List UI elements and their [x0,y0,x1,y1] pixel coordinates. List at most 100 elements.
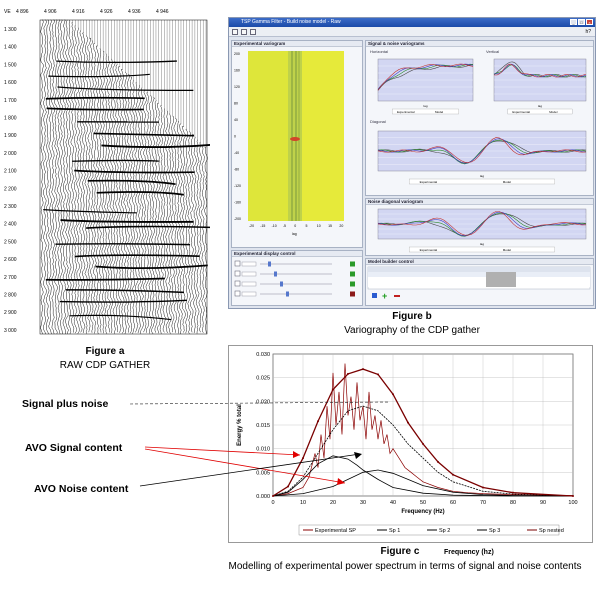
x-tick-label: 0 [271,500,274,506]
mini-series-line [377,63,474,90]
y-tick-label: 0.000 [256,494,270,500]
mini-legend-experimental: Experimental [420,180,438,184]
seismic-trace [109,58,114,334]
display-color-swatch[interactable] [350,281,355,287]
heatmap-y-tick: 0 [234,135,236,139]
mini-series-line [377,137,587,163]
mini-x-label: lag [538,104,542,108]
experimental-variogram-panel: Experimental variogram 200 160 120 80 40 0 -40… [231,40,363,248]
add-model-icon[interactable]: + [382,291,387,301]
horizontal-title: Horizontal [370,49,389,54]
seismic-trace [181,126,186,333]
time-label: 2 000 [4,151,17,157]
reflector-event [101,143,210,149]
signal-noise-plots: Experimental Model lag Experimental Model la… [377,58,587,185]
seismic-trace [93,43,97,334]
display-color-swatch[interactable] [350,261,355,267]
seismic-trace [112,61,117,334]
seismic-trace [179,123,183,335]
model-builder-table: + [367,266,591,301]
help-icon[interactable]: h? [585,28,591,35]
legend-entry: Sp 3 [489,528,500,534]
seismic-trace [195,139,200,334]
display-color-swatch[interactable] [350,291,355,297]
legend-entry: Experimental SP [315,528,356,534]
display-checkbox[interactable] [234,270,241,277]
seismic-trace [145,92,150,333]
display-checkbox[interactable] [234,260,241,267]
seismic-trace [192,136,197,334]
model-table-row-1[interactable] [368,272,590,277]
display-slider-thumb[interactable] [274,271,277,277]
mini-legend-model: Model [503,248,512,252]
display-field[interactable] [241,271,257,277]
sp-nested-marker [407,421,409,424]
display-field[interactable] [241,281,257,287]
display-field[interactable] [241,261,257,267]
seismic-trace [98,48,103,333]
display-checkbox[interactable] [234,280,241,287]
reflector-event [46,107,144,111]
reflector-event [96,191,184,196]
figure-a: VE 4 896 4 906 4 916 4 926 4 936 4 946 1 300 1… [0,0,210,375]
seismic-trace [56,19,61,335]
cdp-label: 4 906 [44,9,57,15]
display-field[interactable] [241,291,257,297]
seismic-trace [62,19,67,335]
mini-x-label: lag [480,174,484,178]
sp-nested-marker [422,442,424,445]
display-slider-thumb[interactable] [268,261,271,267]
figure-b-caption-sub: Variography of the CDP gather [344,325,480,336]
header-prefix: VE [4,9,11,15]
time-label: 1 500 [4,62,17,68]
remove-model-icon[interactable] [394,295,400,297]
heatmap-band-centre [288,51,302,221]
seismic-trace [173,118,178,333]
heatmap-y-tick: -120 [234,184,241,188]
mini-legend-experimental: Experimental [512,110,530,114]
minimize-button[interactable]: _ [570,19,577,25]
display-checkbox[interactable] [234,290,241,297]
avo-signal-label: AVO Signal content [25,442,123,454]
display-control-title: Experimental display control [232,251,362,257]
sp-nested-marker [452,473,454,476]
heatmap-y-tick: -160 [234,201,241,205]
save-icon[interactable] [241,28,247,35]
window-title: TSP Gamma Filter - Build noise model - R… [241,19,341,25]
seismic-trace [101,50,106,334]
sp-nested-marker [302,457,304,460]
x-tick-label: 60 [450,500,456,506]
model-builder-title: Model builder control [366,259,593,265]
x-tick-label: 90 [540,500,546,506]
variography-window: TSP Gamma Filter - Build noise model - R… [228,17,596,309]
seismic-trace [162,108,167,333]
time-label: 2 700 [4,275,17,281]
time-label: 1 600 [4,80,17,86]
select-model-icon[interactable] [372,293,377,298]
diagonal-title: Diagonal [370,119,386,124]
seismic-trace [45,19,50,335]
cdp-label: 4 946 [156,9,169,15]
seismic-trace [157,102,161,334]
display-slider-thumb[interactable] [280,281,283,287]
print-icon[interactable] [250,28,256,35]
seismic-trace [120,69,125,334]
mini-legend-model: Model [549,110,558,114]
heatmap-y-tick: 40 [234,118,238,122]
display-color-swatch[interactable] [350,271,355,277]
seismic-trace [201,144,206,333]
seismic-trace [115,63,119,333]
reflector-event [60,219,194,223]
reflector-event [48,73,150,78]
display-slider-thumb[interactable] [286,291,289,297]
reflector-event [86,225,210,229]
mini-legend-box [507,108,573,115]
seismic-trace [51,19,55,335]
model-table-row-2[interactable] [368,277,590,282]
open-icon[interactable] [232,28,238,35]
maximize-button[interactable]: □ [578,19,585,25]
time-label: 1 300 [4,27,17,33]
model-table-row-3[interactable] [368,282,590,287]
close-button[interactable]: × [586,19,593,25]
heatmap-x-tick: 15 [328,224,332,228]
